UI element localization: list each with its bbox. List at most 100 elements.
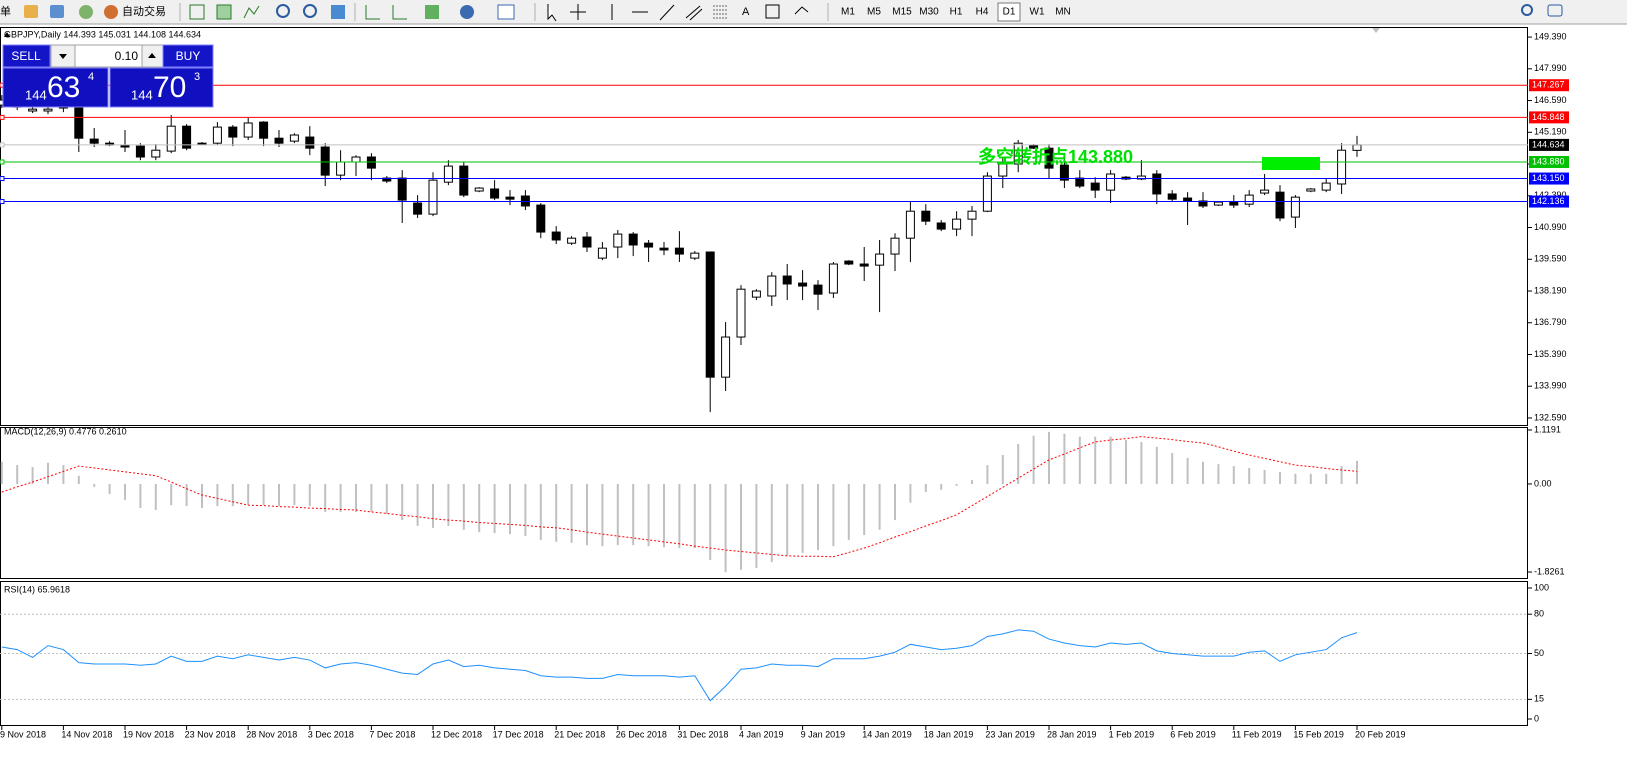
lot-value[interactable]: 0.10 [115,49,139,63]
line-chart-button[interactable] [243,5,260,19]
candle-body [490,188,500,199]
timeframe-button[interactable]: H1 [950,7,963,18]
timeframe-button[interactable]: M15 [892,7,912,18]
chart-layer: 149.390147.990146.590145.190143.790142.3… [0,31,1569,739]
y-tick-label: 0 [1534,713,1539,723]
buy-label[interactable]: BUY [176,49,201,63]
candle-body [1229,201,1239,206]
candle-body [967,210,977,220]
zoom-out-button[interactable] [303,4,317,18]
marker-rectangle [1262,157,1320,170]
auto-trading-icon[interactable] [104,5,118,19]
candle-body [828,263,838,294]
level-marker [0,176,5,182]
x-tick-label: 18 Jan 2019 [924,729,974,739]
level-label-box [1529,111,1569,124]
rsi-line [1,629,1358,702]
icon-button[interactable] [24,5,38,18]
templates-button[interactable] [497,4,515,20]
candle-chart-button[interactable] [216,4,232,20]
timeframe-button[interactable]: M30 [919,7,939,18]
timeframe-button[interactable]: M1 [841,7,855,18]
level-label-box [1529,172,1569,185]
x-tick-label: 12 Dec 2018 [431,729,482,739]
candle-body [397,177,407,201]
candle-body [936,222,946,230]
candle-body [690,252,700,259]
scroll-button[interactable] [365,5,380,20]
candle-body [228,126,238,138]
periods-button[interactable] [460,5,474,19]
trendline-button[interactable] [659,4,675,21]
level-marker [0,142,5,148]
buy-price-box[interactable] [109,67,214,108]
sell-price-box[interactable] [2,67,109,108]
candle-body [1260,189,1270,194]
menu-button[interactable]: 单 [0,5,11,18]
sell-label[interactable]: SELL [11,49,41,63]
sell-button[interactable] [2,44,51,68]
candle-body [336,161,346,176]
candle-body [998,163,1008,177]
y-tick-label: -1.8261 [1534,566,1565,576]
tile-button[interactable] [331,5,345,19]
x-tick-label: 6 Feb 2019 [1170,729,1216,739]
candle-body [659,247,669,251]
candle-body [182,125,192,149]
x-tick-label: 14 Jan 2019 [862,729,912,739]
cursor-button[interactable] [547,4,557,22]
candle-body [536,204,546,233]
level-label: 143.150 [1532,173,1565,183]
x-tick-label: 21 Dec 2018 [554,729,605,739]
candle-body [782,275,792,285]
candle-body [28,108,38,112]
level-label: 145.848 [1532,112,1565,122]
shift-button[interactable] [392,5,407,20]
y-tick-label: 142.390 [1534,190,1567,200]
fibonacci-button[interactable] [713,5,727,19]
y-tick-label: 146.590 [1534,95,1567,105]
level-marker [0,199,5,205]
auto-trading-button[interactable]: 自动交易 [122,4,166,18]
timeframe-button[interactable]: W1 [1030,7,1045,18]
candle-body [798,282,808,287]
y-tick-label: 100 [1534,582,1549,592]
label-button[interactable] [765,4,780,19]
candle-body [597,247,607,259]
arrows-button[interactable] [794,6,809,15]
candle-body [1152,173,1162,195]
buy-button[interactable] [162,44,214,68]
candle-body [274,137,284,144]
icon-button[interactable] [79,5,93,19]
icon-button[interactable] [50,5,64,18]
crosshair-button[interactable] [570,4,586,20]
timeframe-button[interactable]: MN [1055,7,1071,18]
zoom-in-button[interactable] [276,4,290,18]
candle-body [351,156,361,163]
text-button[interactable]: A [742,6,750,18]
candle-body [197,142,207,145]
trade-panel: SELL 0.10 BUY 144 63 4 144 70 3 [2,44,214,108]
x-tick-label: 20 Feb 2019 [1355,729,1406,739]
candle-body [443,165,453,183]
timeframe-button[interactable]: M5 [867,7,881,18]
level-label-box [1529,155,1569,168]
indicators-button[interactable] [425,5,439,19]
timeframe-button[interactable]: D1 [1003,7,1016,18]
bar-chart-button[interactable] [189,4,205,20]
candle-body [1167,193,1177,200]
candle-body [567,237,577,244]
x-tick-label: 26 Dec 2018 [616,729,667,739]
chart-header: GBPJPY,Daily 144.393 145.031 144.108 144… [4,29,201,39]
candle-body [1044,147,1054,169]
search-button[interactable] [1521,4,1533,16]
level-label-box [1529,79,1569,92]
candle-body [505,196,515,200]
candle-body [520,195,530,207]
candle-body [366,156,376,169]
channel-button[interactable] [685,5,703,21]
chat-button[interactable] [1547,4,1563,17]
level-label-box [1529,138,1569,151]
timeframe-button[interactable]: H4 [976,7,989,18]
